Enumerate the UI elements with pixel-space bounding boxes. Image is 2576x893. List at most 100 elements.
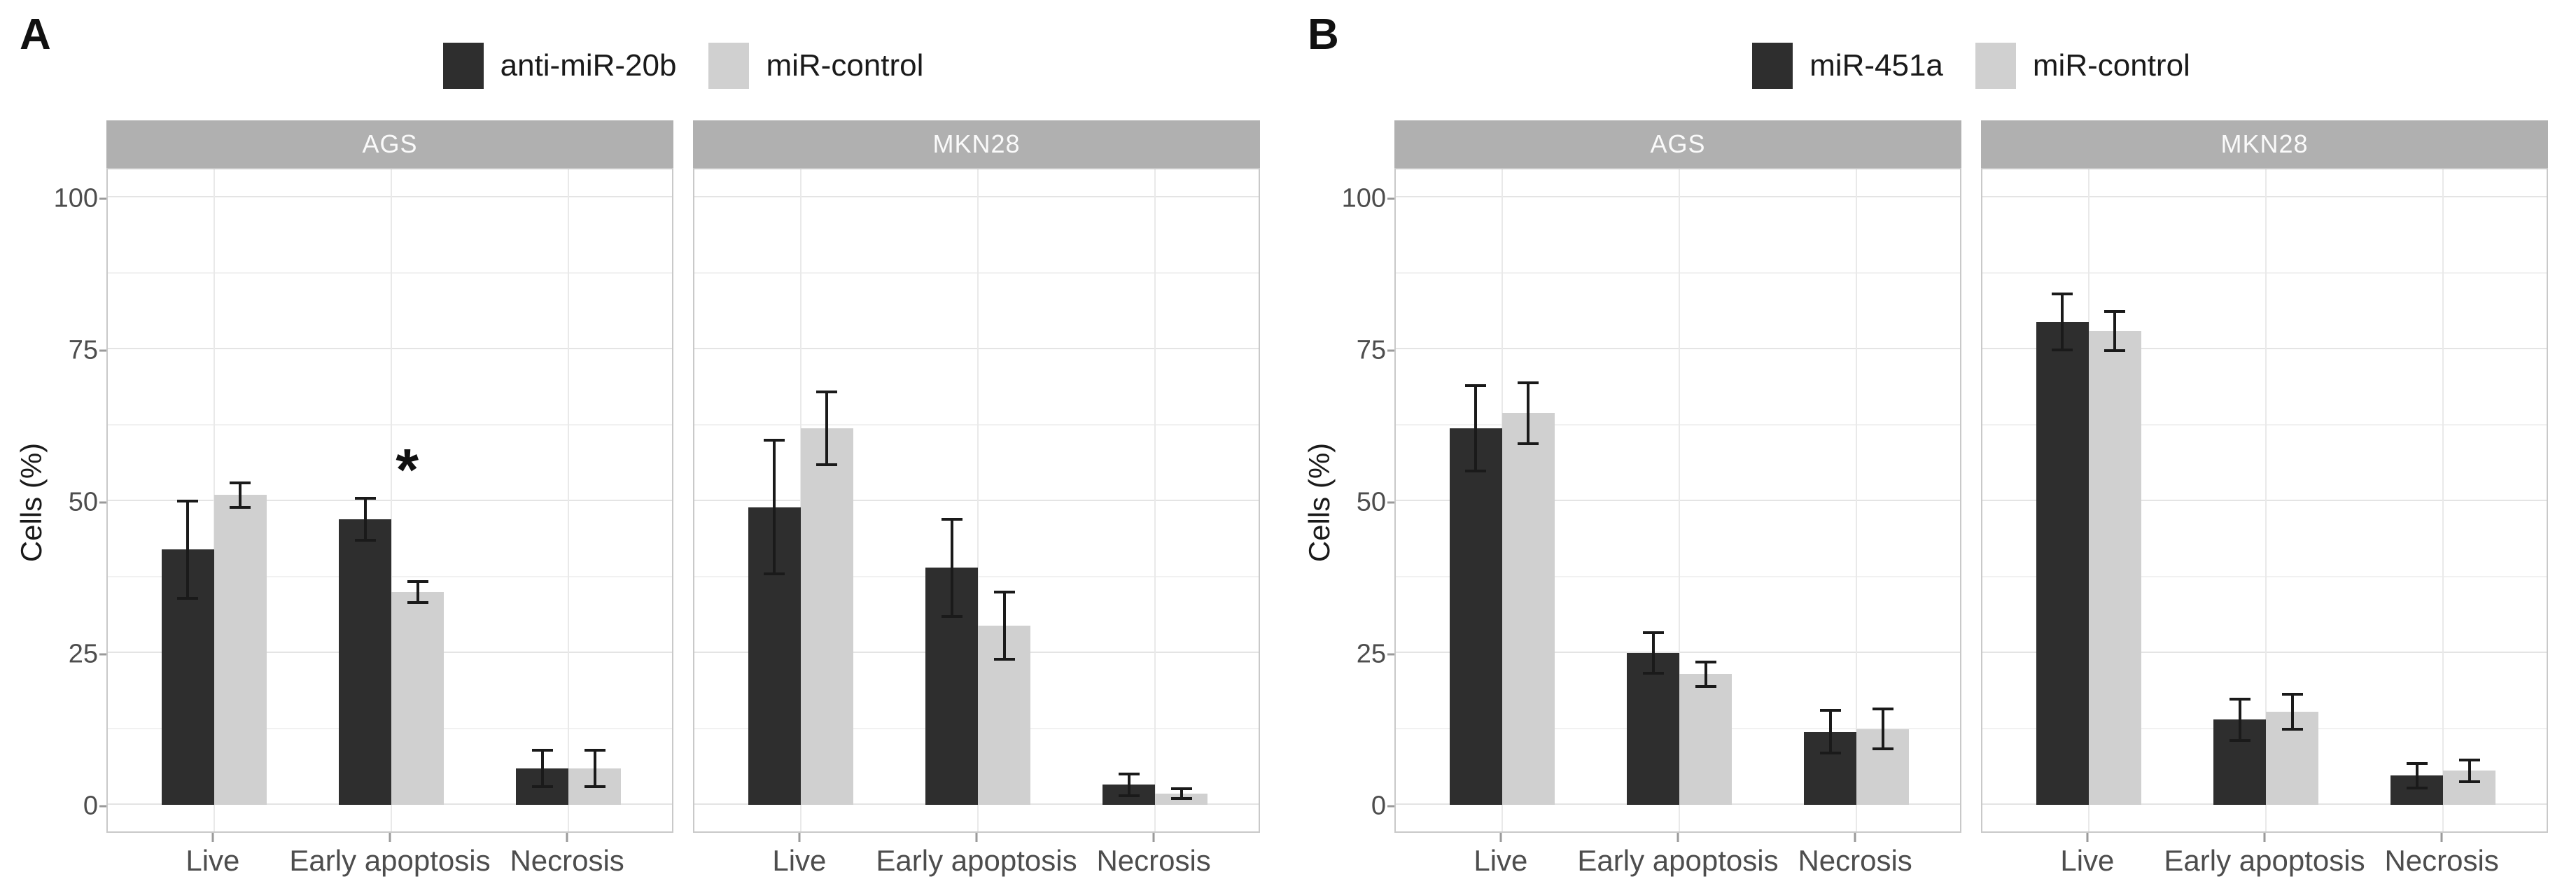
legend: anti-miR-20b miR-control	[106, 39, 1260, 92]
legend-swatch	[442, 43, 484, 89]
panel-a: A Cells (%) anti-miR-20b miR-control 0 25 50…	[15, 10, 1260, 877]
gridline-major	[108, 348, 672, 349]
error-bar-cap	[2229, 739, 2250, 742]
error-bar-cap	[2458, 780, 2480, 784]
gridline-minor	[108, 272, 672, 274]
x-tick-mark	[798, 833, 801, 842]
x-tick-mark	[2440, 833, 2443, 842]
legend-label: miR-control	[2032, 48, 2190, 83]
legend-item: miR-control	[1975, 43, 2190, 89]
gridline-minor	[1396, 272, 1960, 274]
error-bar-cap	[764, 439, 785, 442]
legend-item: miR-451a	[1752, 43, 1943, 89]
gridline-vertical	[2265, 169, 2267, 831]
bar-treatment	[1449, 428, 1502, 805]
error-bar-cap	[407, 600, 428, 604]
facet-strip: MKN28	[1981, 120, 2548, 168]
error-bar-cap	[1170, 787, 1192, 791]
gridline-major	[1396, 652, 1960, 653]
gridline-minor	[694, 423, 1259, 426]
bar-control	[391, 592, 444, 805]
bar-treatment	[2036, 321, 2089, 805]
error-bar-cap	[2406, 786, 2428, 789]
legend-swatch	[1752, 43, 1793, 89]
y-tick-mark	[1387, 805, 1397, 808]
error-bar-stem	[2468, 759, 2471, 782]
error-bar-stem	[1180, 789, 1183, 799]
gridline-vertical	[568, 169, 570, 831]
error-bar-cap	[1518, 442, 1539, 445]
x-tick-mark	[2086, 833, 2089, 842]
facet-strip: AGS	[1394, 120, 1961, 168]
bar-control	[1502, 413, 1555, 805]
error-bar-cap	[1170, 797, 1192, 801]
error-bar-cap	[230, 481, 251, 484]
facet-strip-title: AGS	[362, 129, 418, 158]
gridline-minor	[1982, 575, 2547, 577]
error-bar-stem	[773, 440, 776, 575]
error-bar-stem	[540, 750, 544, 787]
x-category-label: Necrosis	[510, 844, 624, 877]
error-bar-cap	[2406, 761, 2428, 765]
gridline-major	[1396, 500, 1960, 501]
y-tick-mark	[1387, 653, 1397, 656]
facet-plot	[1394, 168, 1961, 833]
bar-control	[1679, 674, 1732, 805]
error-bar-cap	[1642, 631, 1664, 635]
gridline-minor	[1982, 423, 2547, 426]
x-category-label: Necrosis	[1096, 844, 1211, 877]
y-tick-mark	[1387, 197, 1397, 200]
x-tick-mark	[388, 833, 391, 842]
error-bar-stem	[416, 582, 419, 603]
error-bar-cap	[816, 390, 838, 393]
gridline-vertical	[1679, 169, 1680, 831]
x-category-label: Live	[2060, 844, 2115, 877]
bar-control	[214, 495, 267, 805]
x-category-label: Live	[1474, 844, 1528, 877]
error-bar-stem	[2290, 694, 2294, 730]
error-bar-stem	[1651, 633, 1655, 673]
facet-strip-title: AGS	[1650, 129, 1706, 158]
y-tick-mark	[99, 349, 109, 352]
error-bar-stem	[363, 498, 367, 541]
x-category-label: Early apoptosis	[1577, 844, 1779, 877]
gridline-major	[694, 196, 1259, 197]
error-bar-cap	[1642, 671, 1664, 675]
x-category-label: Live	[186, 844, 240, 877]
error-bar-cap	[354, 496, 376, 500]
error-bar-stem	[1527, 382, 1530, 444]
error-bar-cap	[2052, 293, 2073, 296]
legend-label: anti-miR-20b	[500, 48, 677, 83]
y-tick-label: 50	[1356, 487, 1386, 517]
y-tick-label: 100	[53, 183, 98, 213]
error-bar-cap	[941, 614, 962, 618]
y-tick-label: 0	[83, 791, 98, 821]
error-bar-cap	[1465, 469, 1487, 472]
gridline-minor	[1396, 423, 1960, 426]
error-bar-cap	[1118, 794, 1140, 797]
x-tick-mark	[1499, 833, 1502, 842]
x-tick-mark	[2263, 833, 2266, 842]
gridline-vertical	[391, 169, 392, 831]
y-tick-mark	[99, 653, 109, 656]
x-tick-mark	[1676, 833, 1679, 842]
facet-plot: *	[106, 168, 673, 833]
legend-item: miR-control	[708, 43, 923, 89]
gridline-major	[1982, 500, 2547, 501]
y-tick-label: 25	[68, 639, 98, 669]
y-tick-label: 0	[1371, 791, 1386, 821]
error-bar-cap	[1695, 684, 1716, 688]
facet-strip-title: MKN28	[2220, 129, 2309, 158]
y-tick-label: 25	[1356, 639, 1386, 669]
error-bar-cap	[1872, 707, 1893, 710]
bar-treatment	[339, 519, 391, 805]
error-bar-cap	[764, 572, 785, 576]
y-tick-label: 50	[68, 487, 98, 517]
error-bar-stem	[2238, 698, 2241, 740]
legend: miR-451a miR-control	[1394, 39, 2548, 92]
x-tick-mark	[566, 833, 568, 842]
y-tick-label: 75	[68, 335, 98, 365]
legend-label: miR-451a	[1809, 48, 1943, 83]
panel-b-label: B	[1308, 10, 1339, 59]
